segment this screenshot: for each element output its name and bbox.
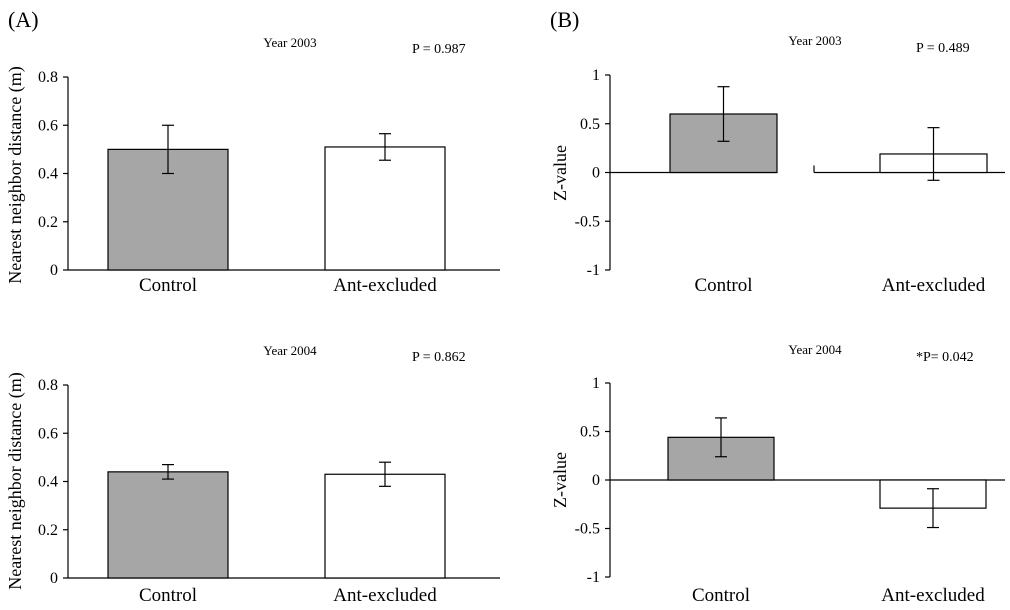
a2003-category-label: Control	[139, 275, 197, 296]
a2004-category-label: Ant-excluded	[333, 585, 437, 606]
panel-label-b: (B)	[550, 7, 579, 32]
a2004-y-tick-label: 0.8	[38, 377, 58, 394]
b2004-category-label: Control	[692, 585, 750, 606]
a2004-pvalue: P = 0.862	[412, 350, 466, 365]
panel-label-a: (A)	[8, 7, 39, 32]
a2003-bar-ant-excluded	[324, 146, 446, 271]
a2003-y-tick-label: 0.2	[38, 214, 58, 231]
b2003-y-tick-label: 0.5	[580, 116, 600, 133]
a2003-y-axis-label: Nearest neighbor distance (m)	[5, 66, 26, 283]
b2003-y-tick-label: -0.5	[575, 213, 600, 230]
a2004-bar-control	[107, 471, 229, 579]
b2004-y-tick-label: -0.5	[575, 521, 600, 538]
a2003-y-tick-label: 0	[50, 262, 58, 279]
b2004-y-axis-label: Z-value	[550, 452, 570, 508]
a2003-category-label: Ant-excluded	[333, 275, 437, 296]
b2003-y-tick-label: 0	[592, 165, 600, 182]
b2003-y-tick-label: -1	[587, 262, 600, 279]
b2004-y-tick-label: 1	[592, 375, 600, 392]
a2003-y-tick-label: 0.4	[38, 166, 58, 183]
a2003-pvalue: P = 0.987	[412, 42, 466, 57]
b2004-title: Year 2004	[788, 342, 842, 357]
a2003-y-tick-label: 0.8	[38, 69, 58, 86]
b2004-category-label: Ant-excluded	[881, 585, 985, 606]
b2004-pvalue: *P= 0.042	[916, 350, 974, 365]
b2004-y-tick-label: -1	[587, 569, 600, 586]
b2003-y-axis-label: Z-value	[550, 145, 570, 201]
a2004-y-tick-label: 0.2	[38, 522, 58, 539]
a2004-y-axis-label: Nearest neighbor distance (m)	[5, 372, 26, 589]
a2004-y-tick-label: 0.6	[38, 425, 58, 442]
a2004-category-label: Control	[139, 585, 197, 606]
b2004-y-tick-label: 0.5	[580, 424, 600, 441]
a2003-y-tick-label: 0.6	[38, 117, 58, 134]
a2004-title: Year 2004	[263, 343, 317, 358]
a2004-y-tick-label: 0	[50, 570, 58, 587]
b2003-category-label: Ant-excluded	[882, 275, 986, 296]
a2003-title: Year 2003	[263, 35, 316, 50]
a2004-y-tick-label: 0.4	[38, 474, 58, 491]
b2003-title: Year 2003	[788, 33, 841, 48]
b2003-y-tick-label: 1	[592, 67, 600, 84]
b2004-y-tick-label: 0	[592, 472, 600, 489]
b2003-pvalue: P = 0.489	[916, 41, 970, 56]
b2003-category-label: Control	[694, 275, 752, 296]
a2004-bar-ant-excluded	[324, 473, 446, 579]
